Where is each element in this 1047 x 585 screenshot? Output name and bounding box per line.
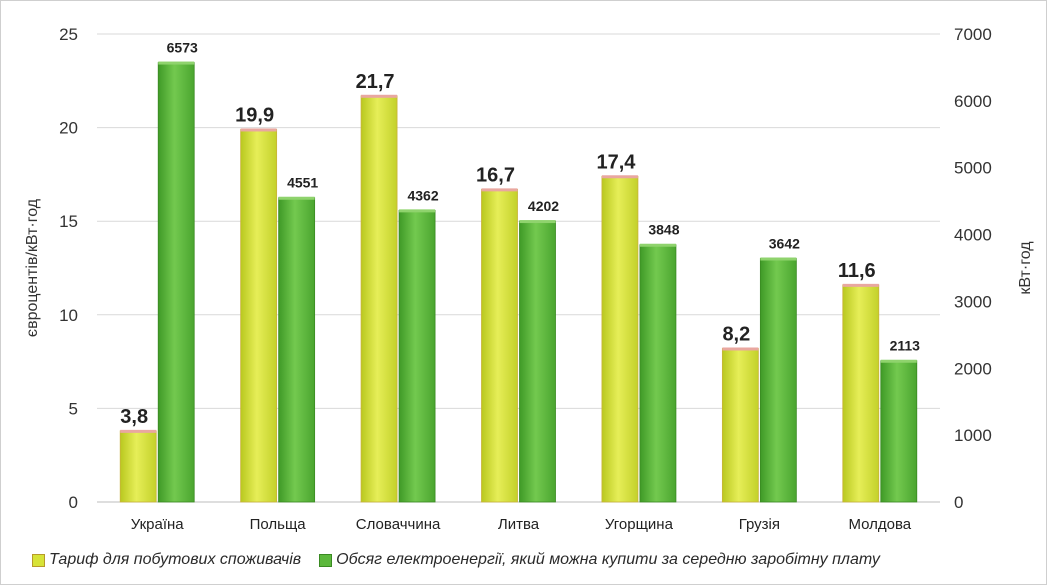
data-label-tariff: 17,4: [596, 151, 636, 173]
bar-volume: [519, 220, 556, 503]
bar-tariff: [360, 95, 398, 503]
data-label-volume: 4362: [407, 187, 438, 203]
bar-tariff-cap: [361, 94, 398, 98]
bar-tariff-cap: [481, 188, 518, 192]
y-right-tick-label: 7000: [954, 25, 992, 44]
bar-tariff-cap: [842, 283, 879, 287]
x-tick-label: Грузія: [739, 516, 780, 533]
legend: Тариф для побутових споживачів Обсяг еле…: [32, 551, 898, 569]
y-right-tick-label: 2000: [954, 359, 992, 378]
bar-volume-cap: [880, 359, 917, 363]
data-label-volume: 3848: [648, 222, 679, 238]
x-tick-label: Молдова: [848, 516, 911, 533]
data-label-volume: 3642: [769, 236, 800, 252]
y-left-tick-label: 20: [59, 119, 78, 138]
y-left-tick-label: 0: [69, 493, 78, 512]
bar-tariff-cap: [722, 347, 759, 351]
bar-volume-cap: [519, 220, 556, 224]
bar-volume-cap: [760, 257, 797, 261]
x-tick-label: Україна: [131, 516, 185, 533]
bar-tariff: [119, 430, 157, 503]
y-left-tick-label: 5: [69, 399, 78, 418]
y-left-tick-label: 10: [59, 306, 78, 325]
bar-volume: [639, 244, 677, 503]
bar-tariff: [842, 284, 880, 503]
y-right-axis-title: кВт·год: [1017, 241, 1034, 295]
data-label-volume: 6573: [167, 40, 198, 56]
y-right-tick-label: 4000: [954, 226, 992, 245]
bar-volume: [278, 197, 316, 503]
y-right-tick-label: 3000: [954, 292, 992, 311]
y-left-tick-label: 25: [59, 25, 78, 44]
bar-volume: [880, 360, 918, 503]
y-right-tick-label: 5000: [954, 159, 992, 178]
bar-volume: [157, 62, 195, 503]
x-tick-label: Польща: [250, 516, 307, 533]
bar-tariff-cap: [240, 128, 277, 132]
legend-label-tariff: Тариф для побутових споживачів: [49, 551, 302, 568]
bar-tariff-cap: [120, 429, 157, 433]
bar-volume: [759, 258, 797, 503]
y-right-tick-label: 1000: [954, 426, 992, 445]
legend-label-volume: Обсяг електроенергії, який можна купити …: [336, 551, 880, 568]
legend-item-tariff: Тариф для побутових споживачів: [32, 551, 301, 569]
bar-volume-cap: [278, 196, 315, 200]
y-left-tick-label: 15: [59, 212, 78, 231]
bar-volume-cap: [399, 209, 436, 213]
bar-tariff: [240, 129, 278, 503]
legend-swatch-tariff: [32, 553, 45, 567]
data-label-tariff: 21,7: [356, 71, 395, 93]
y-right-tick-label: 0: [954, 493, 963, 512]
x-tick-label: Словаччина: [356, 516, 441, 533]
legend-item-volume: Обсяг електроенергії, який можна купити …: [319, 551, 880, 569]
data-label-volume: 4551: [287, 175, 318, 191]
data-label-tariff: 16,7: [476, 164, 515, 186]
data-label-tariff: 19,9: [235, 104, 274, 126]
data-label-volume: 4202: [528, 198, 559, 214]
data-label-tariff: 3,8: [120, 406, 148, 428]
bar-volume: [398, 209, 436, 503]
data-label-tariff: 8,2: [722, 323, 750, 345]
x-tick-label: Угорщина: [605, 516, 674, 533]
bar-volume-cap: [158, 61, 195, 65]
legend-swatch-volume: [319, 553, 333, 567]
bar-volume-cap: [639, 243, 676, 247]
x-tick-label: Литва: [498, 516, 540, 533]
y-right-tick-label: 6000: [954, 92, 992, 111]
data-label-volume: 2113: [890, 338, 921, 354]
bar-tariff: [481, 188, 518, 503]
bar-tariff: [721, 348, 759, 503]
data-label-tariff: 11,6: [838, 260, 876, 282]
y-left-axis-title: євроцентів/кВт·год: [24, 198, 41, 337]
bar-tariff: [601, 175, 639, 503]
bar-tariff-cap: [601, 175, 638, 179]
